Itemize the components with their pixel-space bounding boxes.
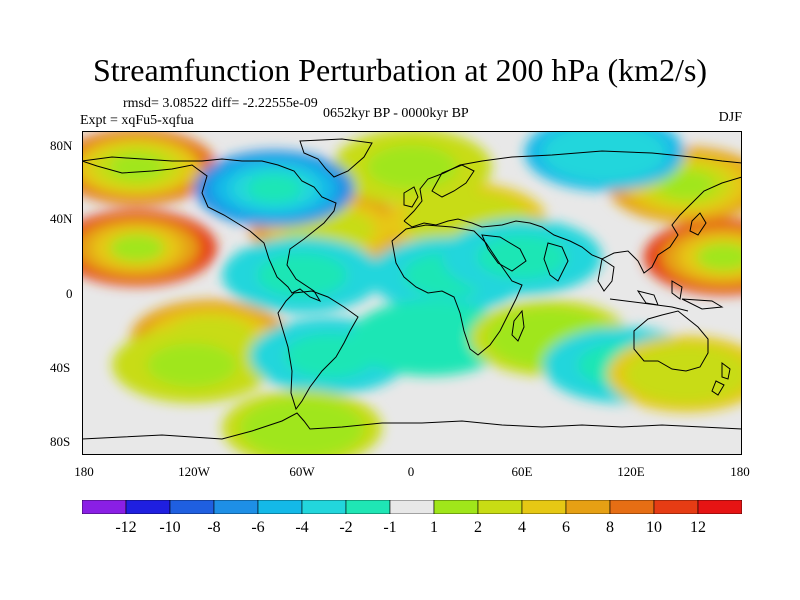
anomaly-center-15-band-1 [367,308,493,368]
colorbar-segment [345,500,391,514]
coastline-australia [633,310,709,372]
lon-label-120e: 120E [617,464,645,479]
coastline-new-zealand [711,362,731,396]
anomaly-center-1-band-3 [696,243,742,271]
colorbar-segment [301,500,347,514]
colorbar-label: -8 [207,519,221,536]
lat-label-80s: 80S [50,434,71,449]
anomaly-center-9-band-2 [477,235,567,279]
colorbar-label: 8 [606,519,614,536]
colorbar-label: 6 [562,519,570,536]
anomaly-center-11-band-2 [257,253,347,297]
coastline-japan [689,212,707,236]
season-label: DJF [718,110,742,125]
coastline-greenland [299,138,373,178]
colorbar-segment [433,500,479,514]
lon-label-120w: 120W [178,464,210,479]
contour-field [82,131,742,455]
experiment-label: Expt = xqFu5-xqfua [80,113,194,128]
colorbar-segment [125,500,171,514]
colorbar-segment [609,500,655,514]
coastline-scandinavia [431,164,475,198]
colorbar-segment [565,500,611,514]
anomaly-center-19-band-1 [239,398,365,455]
coastline-madagascar [511,309,525,342]
anomaly-center-7-band-3 [247,174,302,203]
colorbar-label: 10 [646,519,662,536]
anomaly-center-0-band-3 [109,234,165,262]
colorbar-segment [521,500,567,514]
lon-label-0: 0 [407,464,415,479]
colorbar-label: -2 [339,519,353,536]
lon-label-60e: 60E [511,464,533,479]
map-frame [82,131,742,455]
anomaly-center-6-band-2 [367,145,457,189]
coastline-eurasia [403,150,742,274]
lat-label-0: 0 [66,286,73,301]
anomaly-center-10-band-2 [559,131,650,175]
lat-label-40n: 40N [50,211,73,226]
colorbar-label: -1 [383,519,397,536]
colorbar [82,500,742,514]
colorbar-label: -12 [115,519,137,536]
coastline-africa [391,224,523,356]
colorbar-label: 1 [430,519,438,536]
colorbar-label: 4 [518,519,526,536]
anomaly-center-13-band-2 [147,343,237,387]
lon-label-180e: 180 [730,464,750,479]
colorbar-segment [697,500,742,514]
lat-label-80n: 80N [50,138,73,153]
rmsd-stats: rmsd= 3.08522 diff= -2.22555e-09 [123,96,318,111]
coastline-north-america [82,156,337,303]
colorbar-segment [477,500,523,514]
period-label: 0652kyr BP - 0000kyr BP [323,106,469,121]
lat-label-40s: 40S [50,360,71,375]
coastlines [82,138,742,440]
colorbar-segment [653,500,699,514]
colorbar-segment [82,500,127,514]
coastline-arabia [481,234,527,272]
coastline-se-asia [597,258,724,312]
colorbar-label: 2 [474,519,482,536]
coastline-britain [403,186,419,208]
colorbar-segment [389,500,435,514]
colorbar-segment [213,500,259,514]
anomaly-center-18-band-2 [642,352,732,396]
colorbar-label: -4 [295,519,309,536]
colorbar-label: 12 [690,519,706,536]
colorbar-label: -6 [251,519,265,536]
plot-title: Streamfunction Perturbation at 200 hPa (… [92,52,708,88]
lon-label-60w: 60W [289,464,315,479]
coastline-india [543,242,569,282]
coastline-antarctica [82,412,742,440]
colorbar-label: -10 [159,519,181,536]
anomaly-center-3-band-3 [659,171,715,199]
colorbar-segment [169,500,215,514]
map-panel [82,131,742,455]
colorbar-segment [257,500,303,514]
coastline-south-america [277,290,359,411]
lon-label-180w: 180 [74,464,94,479]
